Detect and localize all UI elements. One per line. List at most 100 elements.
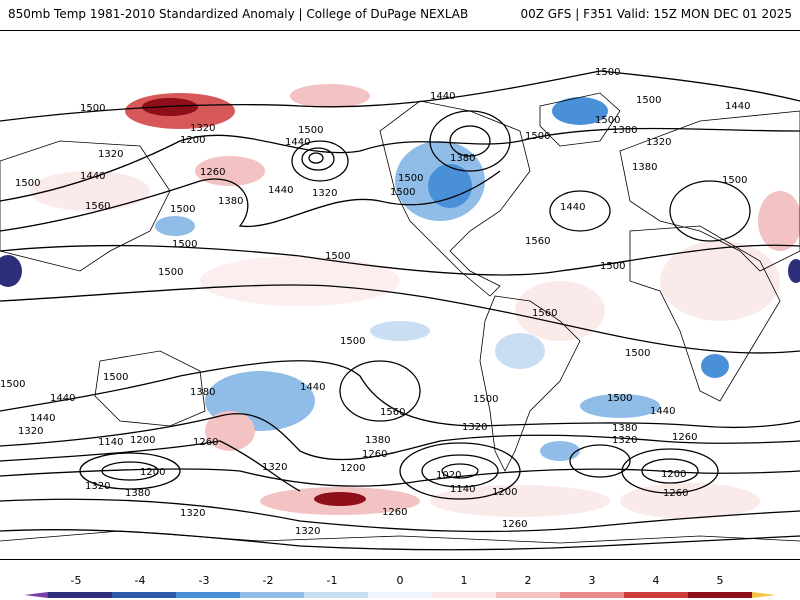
contour-label: 1260 (672, 432, 697, 443)
warm-anomaly-siberia (30, 171, 150, 211)
contour-label: 1380 (632, 162, 657, 173)
contour-label: 1500 (390, 187, 415, 198)
colorbar-tick: -5 (70, 574, 82, 587)
contour-label: 1380 (612, 125, 637, 136)
contour-label: 1500 (595, 67, 620, 78)
contour-1320-antarctic (0, 529, 800, 551)
antarctica-outline (0, 530, 800, 544)
contour-label: 1560 (85, 201, 110, 212)
cold-anomaly-southern-ocean-east (540, 441, 580, 461)
high-center-south-pacific (339, 360, 421, 422)
contour-label: 1500 (625, 348, 650, 359)
contour-label: 1320 (312, 188, 337, 199)
contour-1440-south (0, 413, 800, 461)
contour-label: 1500 (398, 173, 423, 184)
colorbar-segment (176, 592, 240, 598)
warm-anomaly-southern-ocean-core (314, 492, 366, 506)
contour-label: 1140 (450, 484, 475, 495)
colorbar-tick: -4 (134, 574, 146, 587)
colorbar-segment (368, 592, 432, 598)
contour-label: 1200 (340, 463, 365, 474)
contour-label: 1440 (725, 101, 750, 112)
contour-label: 1500 (325, 251, 350, 262)
australia-outline (94, 350, 206, 427)
contour-1500-north (0, 70, 800, 122)
low-center-sw-pacific (79, 452, 181, 490)
low-center-indian-inner (641, 458, 699, 484)
colorbar-tick: 1 (460, 574, 468, 587)
cold-anomaly-east-edge (788, 259, 800, 283)
map-title: 850mb Temp 1981-2010 Standardized Anomal… (8, 7, 469, 21)
asia-west-outline (0, 140, 171, 272)
contour-label: 1500 (636, 95, 661, 106)
contour-label: 1260 (663, 488, 688, 499)
contour-label: 1380 (365, 435, 390, 446)
contour-label: 1560 (380, 407, 405, 418)
contour-label: 1200 (130, 435, 155, 446)
colorbar-segment (496, 592, 560, 598)
run-valid-time: 00Z GFS | F351 Valid: 15Z MON DEC 01 202… (520, 7, 792, 21)
south-america-outline (479, 295, 581, 472)
low-center-pacific-core (308, 152, 324, 164)
contour-label: 1440 (50, 393, 75, 404)
low-center-north-atlantic (429, 110, 511, 172)
contour-label: 1260 (193, 437, 218, 448)
contour-label: 1020 (436, 470, 461, 481)
contour-label: 1500 (525, 131, 550, 142)
cold-anomaly-tropical-pacific (370, 321, 430, 341)
colorbar-segment (48, 592, 112, 598)
cold-anomaly-greenland (552, 97, 608, 125)
contour-label: 1500 (158, 267, 183, 278)
contour-label: 1500 (80, 103, 105, 114)
colorbar-segment (560, 592, 624, 598)
contour-label: 1380 (125, 488, 150, 499)
cold-anomaly-south-africa (701, 354, 729, 378)
contour-label: 1380 (218, 196, 243, 207)
colorbar-bar (24, 592, 776, 598)
colorbar-high-end (752, 592, 776, 598)
contour-label: 1440 (650, 406, 675, 417)
low-center-north-atlantic-inner (449, 125, 491, 157)
colorbar-segment (240, 592, 304, 598)
cold-anomaly-south-indian (580, 394, 660, 418)
high-center-east-atlantic (549, 190, 611, 232)
contour-label: 1140 (98, 437, 123, 448)
contour-label: 1440 (80, 171, 105, 182)
contour-label: 1440 (560, 202, 585, 213)
contour-1560-subtropical (0, 244, 800, 276)
colorbar: -5 -4 -3 -2 -1 0 1 2 3 4 5 (0, 570, 800, 600)
contour-label: 1200 (180, 135, 205, 146)
contour-label: 1560 (532, 308, 557, 319)
low-center-pacific (291, 140, 349, 182)
contour-1500-tropical (0, 284, 800, 354)
low-center-indian (621, 448, 719, 494)
contour-label: 1260 (362, 449, 387, 460)
colorbar-tick: -2 (262, 574, 274, 587)
low-center-sw-pacific-inner (101, 461, 159, 481)
cold-anomaly-west-edge (0, 255, 22, 287)
contour-label: 1200 (492, 487, 517, 498)
contour-label: 1320 (295, 526, 320, 537)
europe-asia-outline (619, 110, 800, 272)
greenland-outline (539, 92, 621, 147)
cold-anomaly-south-america (495, 333, 545, 369)
contour-label: 1500 (607, 393, 632, 404)
colorbar-segment (304, 592, 368, 598)
contour-label: 1320 (18, 426, 43, 437)
contour-label: 1500 (103, 372, 128, 383)
colorbar-tick: 3 (588, 574, 596, 587)
contour-label: 1200 (661, 469, 686, 480)
contour-label: 1320 (180, 508, 205, 519)
contour-label: 1440 (300, 382, 325, 393)
contour-label: 1320 (190, 123, 215, 134)
colorbar-segment (432, 592, 496, 598)
contour-label: 1320 (612, 435, 637, 446)
contour-label: 1440 (268, 185, 293, 196)
colorbar-tick: 4 (652, 574, 660, 587)
high-center-north-africa (669, 180, 751, 242)
contour-label: 1200 (140, 467, 165, 478)
low-center-south-atlantic-inner (421, 454, 499, 488)
colorbar-tick: -3 (198, 574, 210, 587)
contour-label: 1260 (382, 507, 407, 518)
contour-1380-south (0, 440, 301, 492)
